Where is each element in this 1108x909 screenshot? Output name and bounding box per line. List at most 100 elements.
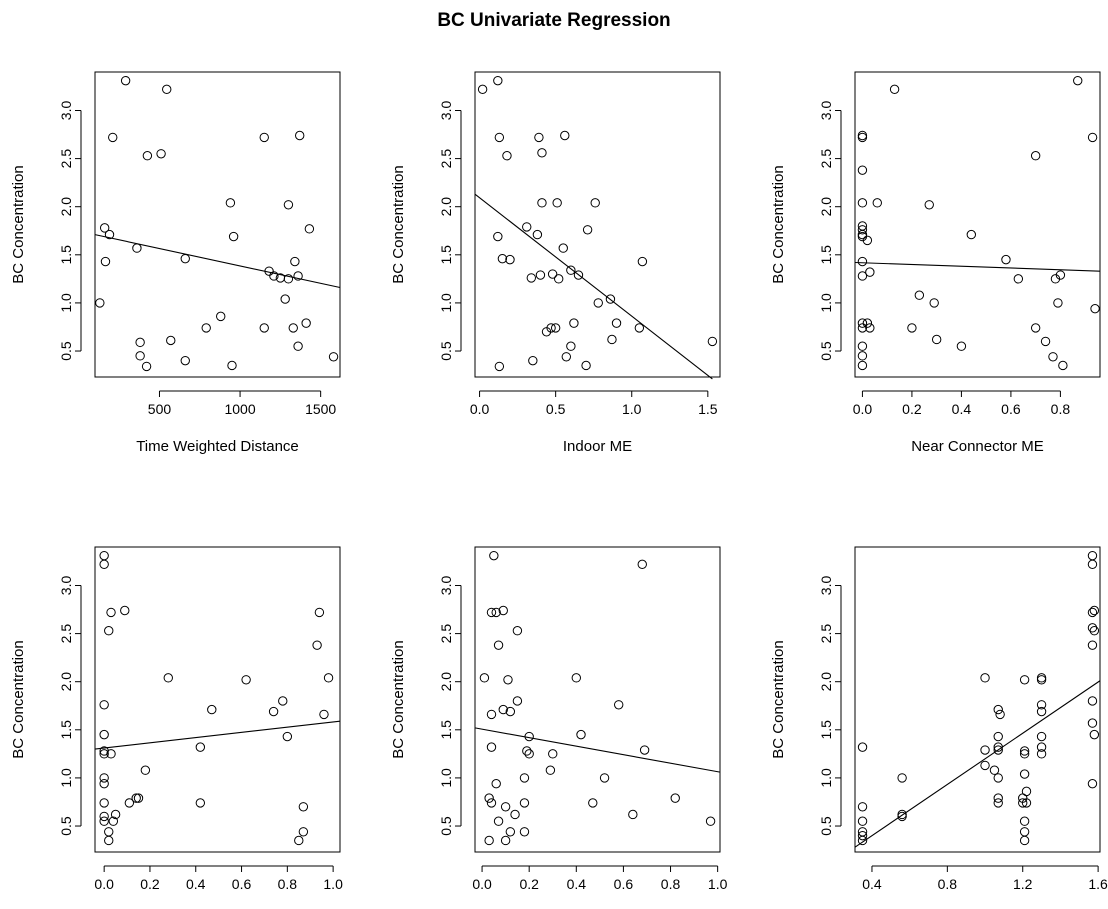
data-point — [857, 323, 868, 333]
data-point — [295, 130, 305, 141]
data-point — [857, 830, 868, 841]
data-point — [493, 640, 504, 650]
data-point — [282, 731, 293, 742]
data-point — [503, 675, 513, 685]
y-tick-label: 3.0 — [438, 101, 454, 121]
data-point — [1030, 151, 1041, 161]
data-point — [569, 318, 579, 328]
data-point — [491, 778, 501, 789]
x-tick-label: 0.8 — [661, 876, 681, 892]
data-point — [924, 200, 934, 210]
y-tick-label: 3.0 — [818, 576, 834, 596]
scatter-panel-1: 500 1000 1500 0.5 1.0 1.5 2.0 2.5 3.0 Time Weight… — [10, 71, 341, 455]
data-point — [1019, 769, 1030, 779]
data-point — [576, 729, 586, 740]
data-point — [1087, 696, 1098, 706]
data-point — [156, 149, 166, 159]
data-point — [225, 198, 236, 208]
data-point — [1087, 550, 1098, 561]
data-point — [494, 132, 505, 143]
y-axis: 0.5 1.0 1.5 2.0 2.5 3.0 — [58, 576, 82, 836]
data-point — [108, 816, 119, 826]
data-point — [106, 607, 116, 618]
data-point — [989, 765, 1000, 775]
data-point — [993, 731, 1003, 742]
data-point — [301, 318, 311, 328]
data-point — [180, 253, 190, 264]
data-point — [607, 334, 617, 345]
data-point — [552, 198, 562, 208]
y-tick-label: 2.5 — [58, 624, 74, 644]
y-tick-label: 2.0 — [438, 672, 454, 692]
y-axis-title: BC Concentration — [10, 640, 27, 758]
data-points — [477, 75, 718, 372]
data-point — [278, 696, 288, 706]
data-point — [268, 706, 279, 717]
data-point — [857, 198, 868, 208]
data-point — [1053, 298, 1063, 308]
y-tick-label: 2.5 — [818, 149, 834, 169]
plot-frame — [94, 71, 341, 378]
y-axis-title: BC Concentration — [10, 165, 27, 283]
data-point — [558, 243, 568, 253]
y-axis: 0.5 1.0 1.5 2.0 2.5 3.0 — [818, 576, 842, 836]
data-point — [494, 361, 505, 372]
x-axis: 0.0 0.5 1.0 1.5 — [470, 390, 718, 417]
data-point — [573, 270, 584, 280]
data-point — [537, 198, 547, 208]
data-point — [993, 742, 1003, 752]
x-axis-title: Time Weighted Distance — [136, 438, 299, 455]
x-axis: 0.4 0.8 1.2 1.6 — [862, 865, 1108, 892]
data-point — [505, 706, 516, 717]
data-point — [269, 271, 279, 281]
y-tick-label: 1.0 — [58, 768, 74, 788]
data-point — [519, 798, 530, 808]
data-point — [108, 132, 118, 143]
data-point — [553, 274, 564, 284]
data-point — [614, 700, 624, 710]
y-axis: 0.5 1.0 1.5 2.0 2.5 3.0 — [438, 101, 462, 361]
data-point — [1036, 731, 1047, 742]
data-point — [897, 809, 907, 820]
data-point — [95, 298, 105, 308]
data-point — [929, 298, 939, 308]
x-tick-label: 0.2 — [140, 876, 160, 892]
y-axis: 0.5 1.0 1.5 2.0 2.5 3.0 — [438, 576, 462, 836]
data-point — [862, 235, 873, 246]
data-point — [548, 749, 558, 759]
data-point — [857, 802, 868, 812]
data-point — [1055, 270, 1066, 280]
y-axis: 0.5 1.0 1.5 2.0 2.5 3.0 — [58, 101, 82, 361]
data-point — [993, 793, 1003, 803]
regression-line — [854, 680, 1101, 848]
data-point — [201, 323, 211, 333]
data-point — [1036, 742, 1047, 752]
y-tick-label: 2.5 — [58, 149, 74, 169]
y-tick-label: 1.5 — [58, 720, 74, 740]
data-point — [104, 229, 115, 240]
data-point — [857, 351, 868, 361]
data-point — [314, 607, 325, 618]
data-point — [561, 352, 572, 362]
data-point — [124, 798, 135, 808]
regression-line — [854, 261, 1101, 272]
x-tick-label: 1.0 — [323, 876, 343, 892]
data-point — [857, 816, 868, 826]
data-point — [500, 802, 511, 812]
x-tick-label: 0.6 — [1001, 401, 1021, 417]
data-point — [545, 765, 556, 775]
regression-line — [474, 727, 721, 773]
y-tick-label: 0.5 — [58, 341, 74, 361]
data-point — [865, 323, 875, 333]
data-point — [99, 729, 109, 740]
data-point — [857, 360, 868, 371]
data-point — [100, 256, 111, 267]
data-point — [264, 266, 274, 276]
data-point — [1087, 607, 1098, 618]
data-point — [590, 198, 600, 208]
data-point — [956, 341, 967, 351]
x-tick-label: 0.0 — [94, 876, 114, 892]
plot-frame — [94, 546, 341, 853]
data-point — [283, 200, 294, 210]
